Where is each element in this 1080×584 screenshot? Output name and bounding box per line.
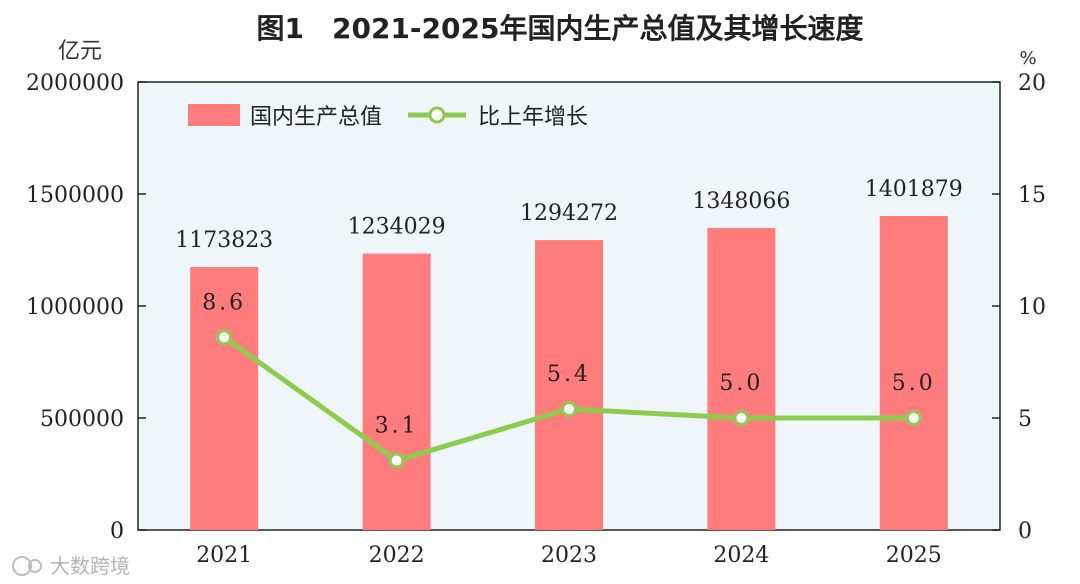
watermark-logo-icon-inner	[28, 559, 42, 573]
x-tick-label: 2022	[369, 543, 425, 568]
growth-point	[388, 452, 405, 469]
x-tick-label: 2025	[886, 543, 942, 568]
left-tick-label: 0	[110, 519, 124, 544]
growth-point	[216, 329, 233, 346]
right-tick-label: 20	[1018, 71, 1046, 96]
left-axis: 0 500000 1000000 1500000 2000000	[26, 71, 146, 544]
watermark-text: 大数跨境	[50, 554, 130, 578]
bar-value-label: 1234029	[348, 215, 446, 240]
growth-value-label: 5.0	[892, 371, 936, 396]
bar	[879, 215, 948, 530]
growth-point	[905, 410, 922, 426]
bar	[535, 240, 603, 530]
right-axis-unit: %	[1019, 48, 1036, 69]
bar	[707, 228, 776, 531]
bar	[190, 267, 259, 530]
growth-value-label: 5.0	[719, 371, 763, 396]
legend-label-growth: 比上年增长	[478, 105, 588, 130]
line-series: 8.6 3.1 5.4 5.0 5.0	[202, 290, 936, 469]
bar-value-label: 1348066	[692, 189, 790, 214]
right-axis: 0 5 10 15 20	[992, 71, 1046, 544]
legend: 国内生产总值 比上年增长	[188, 104, 588, 130]
right-tick-label: 5	[1018, 407, 1032, 432]
growth-value-label: 3.1	[375, 414, 419, 439]
left-axis-unit: 亿元	[58, 39, 102, 64]
x-axis: 2021 2022 2023 2024 2025	[196, 543, 942, 568]
left-tick-label: 500000	[40, 407, 124, 432]
growth-value-label: 5.4	[547, 362, 591, 387]
right-tick-label: 15	[1018, 183, 1046, 208]
watermark: 大数跨境	[12, 554, 130, 578]
x-tick-label: 2021	[196, 543, 252, 568]
bar-value-label: 1294272	[520, 201, 618, 226]
legend-swatch-gdp	[188, 104, 240, 126]
left-tick-label: 1000000	[26, 295, 124, 320]
legend-label-gdp: 国内生产总值	[250, 105, 382, 130]
chart-title: 图1 2021-2025年国内生产总值及其增长速度	[257, 12, 864, 45]
bar-series	[190, 215, 948, 531]
right-tick-label: 10	[1018, 295, 1046, 320]
bar-value-label: 1173823	[175, 228, 273, 253]
growth-value-label: 8.6	[202, 290, 246, 315]
bar-data-labels: 1173823 1234029 1294272 1348066 1401879	[175, 177, 963, 253]
left-tick-label: 1500000	[26, 183, 124, 208]
bar-value-label: 1401879	[865, 177, 963, 202]
bar	[362, 253, 431, 530]
x-tick-label: 2023	[541, 543, 597, 568]
right-tick-label: 0	[1018, 519, 1032, 544]
legend-marker-growth	[428, 106, 446, 124]
growth-point	[561, 401, 577, 418]
x-tick-label: 2024	[713, 543, 769, 568]
watermark-logo-icon	[12, 556, 32, 576]
left-tick-label: 2000000	[26, 71, 124, 96]
growth-point	[733, 410, 750, 426]
